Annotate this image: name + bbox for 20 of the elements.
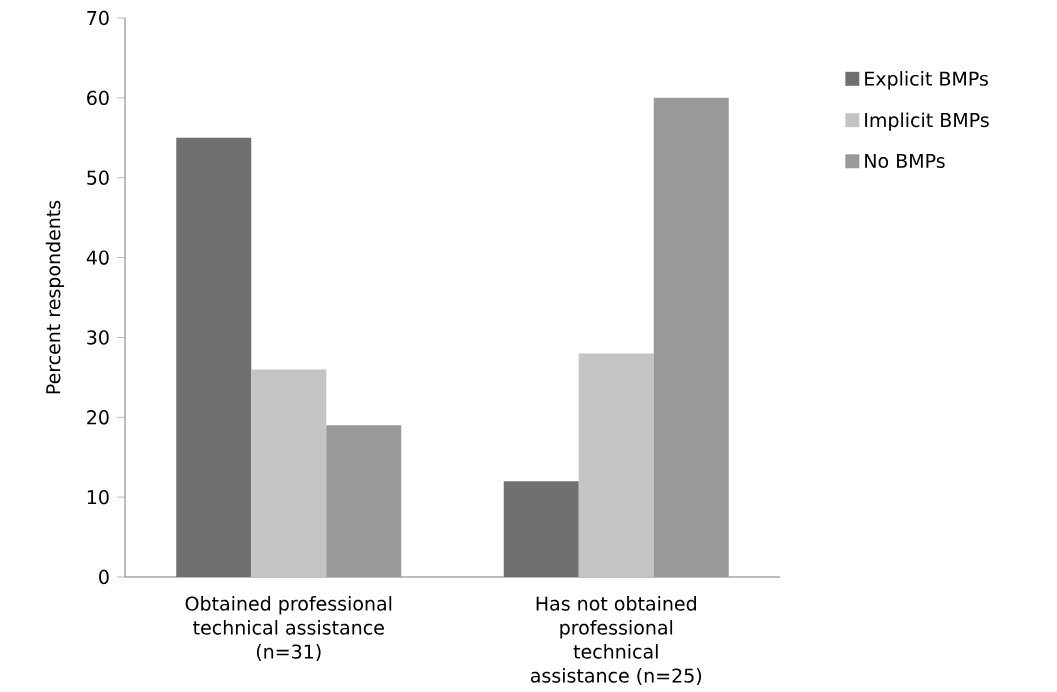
x-tick-label: Has not obtained professional technical assistance (n=25) [530,596,702,685]
legend-label: Explicit BMPs [865,71,988,90]
bar [251,369,327,577]
y-axis-title: Percent respondents [45,200,65,394]
bar [578,353,654,577]
y-tick-label: 60 [87,90,109,106]
y-tick-label: 30 [87,330,109,345]
legend-label: No BMPs [865,153,945,169]
y-tick-label: 50 [87,170,109,185]
legend-label: Implicit BMPs [865,112,989,131]
y-tick-label: 40 [86,250,109,265]
y-tick-label: 20 [87,410,109,425]
x-tick-label: Obtained professional technical assistance (n=31) [185,596,392,661]
bar [326,425,402,577]
bar [176,137,252,577]
y-tick-label: 70 [87,10,109,26]
bar [503,481,579,577]
bar [653,97,729,577]
y-tick-label: 10 [87,489,109,505]
y-tick-label: 0 [99,569,109,585]
